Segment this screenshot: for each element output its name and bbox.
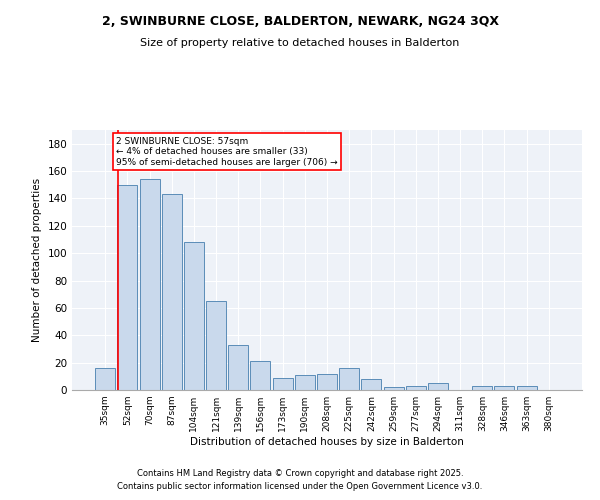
- Bar: [118, 184, 137, 390]
- Text: 2 SWINBURNE CLOSE: 57sqm
← 4% of detached houses are smaller (33)
95% of semi-de: 2 SWINBURNE CLOSE: 57sqm ← 4% of detache…: [116, 137, 338, 166]
- Bar: [361, 379, 382, 390]
- Bar: [162, 194, 182, 390]
- Text: Contains HM Land Registry data © Crown copyright and database right 2025.: Contains HM Land Registry data © Crown c…: [137, 468, 463, 477]
- Bar: [428, 383, 448, 390]
- Bar: [317, 374, 337, 390]
- Bar: [228, 345, 248, 390]
- Bar: [472, 386, 492, 390]
- Bar: [383, 388, 404, 390]
- Bar: [494, 386, 514, 390]
- Bar: [406, 386, 426, 390]
- Text: Size of property relative to detached houses in Balderton: Size of property relative to detached ho…: [140, 38, 460, 48]
- Bar: [184, 242, 204, 390]
- Text: 2, SWINBURNE CLOSE, BALDERTON, NEWARK, NG24 3QX: 2, SWINBURNE CLOSE, BALDERTON, NEWARK, N…: [101, 15, 499, 28]
- Bar: [140, 180, 160, 390]
- Bar: [250, 362, 271, 390]
- Y-axis label: Number of detached properties: Number of detached properties: [32, 178, 42, 342]
- Text: Contains public sector information licensed under the Open Government Licence v3: Contains public sector information licen…: [118, 482, 482, 491]
- Bar: [206, 301, 226, 390]
- Bar: [272, 378, 293, 390]
- Bar: [295, 375, 315, 390]
- Bar: [95, 368, 115, 390]
- Bar: [517, 386, 536, 390]
- X-axis label: Distribution of detached houses by size in Balderton: Distribution of detached houses by size …: [190, 437, 464, 447]
- Bar: [339, 368, 359, 390]
